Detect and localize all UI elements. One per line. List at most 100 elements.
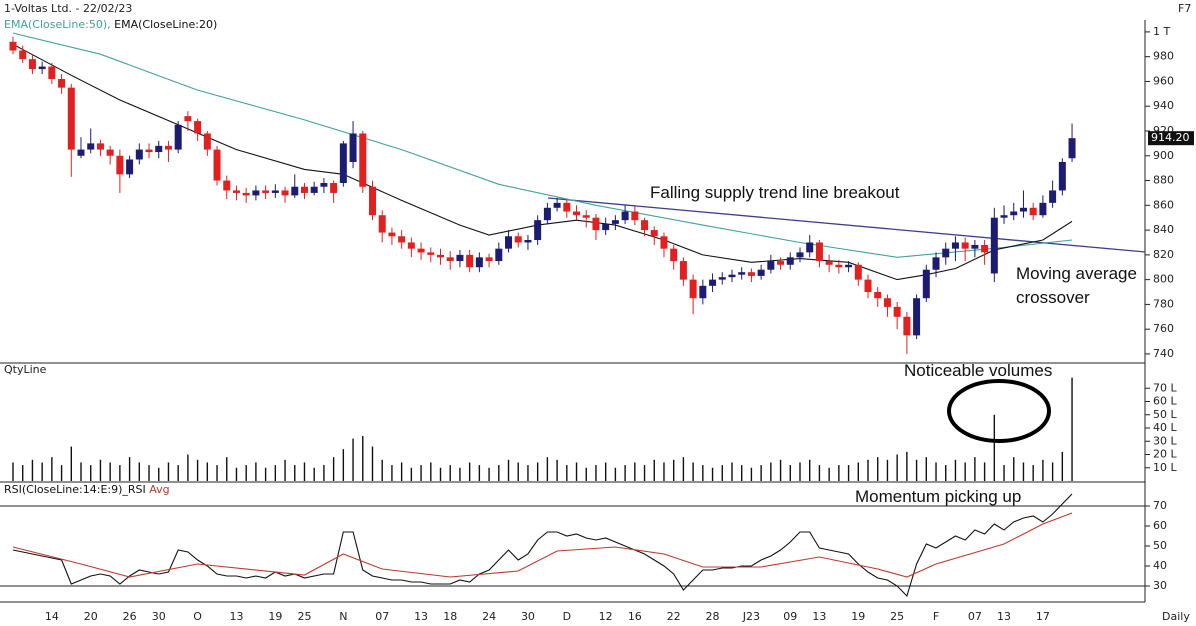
volume-bar (983, 462, 986, 481)
volume-bar (809, 459, 811, 481)
candle-body (19, 50, 27, 60)
volume-bar (342, 449, 345, 481)
volume-bar (264, 467, 267, 481)
volume-bar (915, 459, 918, 481)
candle-body (1019, 207, 1027, 212)
candle-body (592, 217, 600, 231)
candle-body (534, 220, 542, 240)
x-tick-label: 25 (890, 610, 904, 623)
volume-bar (12, 462, 14, 481)
volume-bar (274, 465, 277, 481)
candle-body (922, 269, 930, 299)
volume-bar (682, 457, 685, 481)
legend-entry: EMA(CloseLine:50), (4, 18, 111, 31)
candle-body (903, 316, 911, 336)
candle-body (359, 133, 367, 187)
volume-bar (672, 459, 675, 481)
candle-body (466, 254, 474, 268)
candle-body (864, 279, 872, 293)
volume-bar (1071, 377, 1073, 481)
annotation: Moving average crossover (1016, 264, 1137, 307)
candle-body (932, 257, 940, 270)
volume-bar (1013, 457, 1015, 481)
x-tick-label: 13 (229, 610, 243, 623)
y-tick-label: 940 (1153, 99, 1174, 112)
volume-bar (294, 465, 296, 481)
candle-body (611, 220, 619, 224)
volume-bar (459, 467, 461, 481)
highlight-ellipse (947, 379, 1051, 443)
volume-bar (371, 446, 374, 481)
y-tick-label: 30 (1153, 579, 1167, 592)
last-price-box (1148, 131, 1194, 146)
candle-body (213, 149, 221, 181)
y-tick-label: 800 (1153, 273, 1174, 286)
volume-bar (507, 459, 510, 481)
candle-body (184, 116, 192, 122)
candle-body (621, 211, 629, 221)
legend-entry: EMA(CloseLine:20) (114, 18, 217, 31)
candle-body (262, 190, 270, 193)
volume-bar (1061, 451, 1064, 481)
y-tick-label: 780 (1153, 297, 1174, 310)
candle-body (738, 272, 746, 275)
candle-body (155, 145, 163, 153)
volume-bar (974, 457, 976, 481)
volume-bar (391, 465, 393, 481)
volume-bar (352, 438, 354, 481)
volume-bar (245, 465, 247, 481)
volume-bar (99, 459, 102, 481)
volume-bar (575, 462, 578, 481)
candle-body (602, 223, 610, 231)
candle-body (1068, 138, 1076, 159)
y-tick-label: 40 (1153, 559, 1167, 572)
candle-body (524, 239, 532, 243)
candle-body (349, 133, 357, 162)
volume-bar (604, 462, 607, 481)
y-tick-label: 980 (1153, 50, 1174, 63)
y-tick-label: 40 L (1153, 421, 1177, 434)
y-tick-label: 60 (1153, 519, 1167, 532)
volume-bar (711, 467, 714, 481)
candle-body (514, 236, 522, 243)
candle-body (1029, 207, 1037, 216)
volume-bar (323, 465, 325, 481)
corner-label: F7 (1178, 2, 1191, 15)
volume-bar (468, 462, 471, 481)
volume-bar (400, 462, 403, 481)
candle-body (1000, 215, 1008, 218)
y-tick-label: 960 (1153, 74, 1174, 87)
volume-bar (31, 459, 34, 481)
volume-bar (925, 457, 928, 481)
x-tick-label: 13 (414, 610, 428, 623)
volume-bar (624, 465, 626, 481)
volume-bar (935, 462, 937, 481)
line-series (12, 32, 1073, 258)
volume-bar (585, 467, 587, 481)
volume-bar (993, 414, 996, 481)
candle-body (9, 41, 17, 51)
candle-body (893, 306, 901, 317)
candle-body (223, 180, 231, 191)
volume-bar (80, 462, 82, 481)
volume-bar (1042, 459, 1044, 481)
y-tick-label: 840 (1153, 223, 1174, 236)
volume-bar (818, 465, 821, 481)
candle-body (1058, 161, 1066, 191)
candle-body (339, 143, 347, 184)
x-tick-label: 19 (851, 610, 865, 623)
candle-body (777, 261, 785, 265)
candle-body (563, 202, 571, 212)
y-tick-label: 900 (1153, 149, 1174, 162)
candle-body (232, 190, 240, 193)
candle-body (806, 242, 814, 253)
volume-bar (566, 465, 568, 481)
candle-body (485, 257, 493, 262)
candle-body (699, 285, 707, 299)
candle-body (48, 66, 56, 79)
volume-bar (167, 462, 170, 481)
candle-body (368, 186, 376, 216)
x-tick-label: 12 (599, 610, 613, 623)
